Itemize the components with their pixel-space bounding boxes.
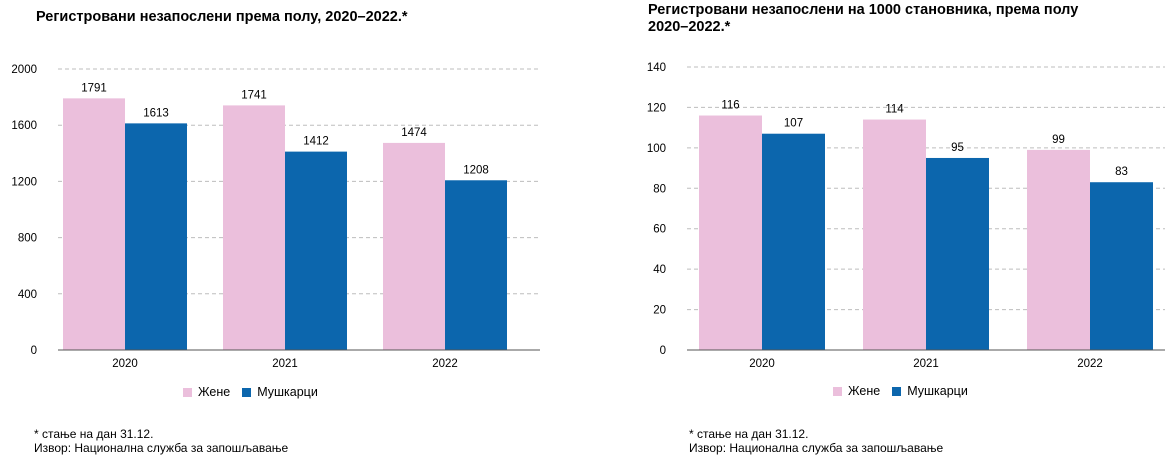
bar-men-2022	[445, 180, 507, 350]
bar-men-2022	[1090, 182, 1153, 350]
data-label-men-2020: 1613	[143, 107, 169, 119]
bar-women-2021	[863, 119, 926, 350]
bar-men-2020	[125, 123, 187, 350]
bar-men-2021	[285, 151, 347, 350]
bar-chart-unemployed-per-1000: 0 20 40 60 80 100 120 140 116 107 2020 114 95 2021 99 8…	[647, 62, 1165, 370]
chart-panel-left: Регистровани незапослени према полу, 202…	[0, 0, 560, 457]
y-tick-label: 60	[653, 224, 666, 236]
legend-swatch-men	[892, 386, 902, 396]
data-label-men-2021: 1412	[303, 136, 329, 148]
y-tick-label: 40	[653, 264, 666, 276]
x-tick-label: 2021	[272, 358, 298, 370]
legend-item-men: Мушкарци	[242, 385, 318, 399]
legend-swatch-men	[242, 387, 252, 397]
y-tick-label: 0	[31, 345, 37, 357]
data-label-men-2020: 107	[784, 118, 803, 130]
footnote-source: Извор: Национална служба за запошљавање	[34, 441, 289, 455]
legend-label-women: Жене	[848, 384, 881, 398]
data-label-women-2021: 114	[885, 104, 904, 116]
bar-women-2022	[383, 142, 445, 350]
chart-title: Регистровани незапослени на 1000 становн…	[648, 2, 1079, 35]
legend-item-men: Мушкарци	[892, 384, 968, 398]
y-tick-label: 400	[18, 289, 37, 301]
data-label-men-2022: 83	[1115, 166, 1128, 178]
y-tick-label: 80	[653, 183, 666, 195]
x-tick-label: 2020	[112, 358, 138, 370]
legend-label-women: Жене	[198, 385, 231, 399]
bar-men-2021	[926, 157, 989, 350]
bar-women-2020	[63, 98, 125, 350]
bar-women-2022	[1027, 149, 1090, 350]
x-tick-label: 2020	[749, 358, 775, 370]
x-tick-label: 2022	[1077, 358, 1103, 370]
y-tick-label: 800	[18, 233, 37, 245]
legend-label-men: Мушкарци	[907, 384, 968, 398]
footnote-note: * стање на дан 31.12.	[689, 427, 809, 441]
data-label-women-2020: 116	[721, 100, 739, 112]
data-label-women-2021: 1741	[241, 89, 267, 101]
data-label-women-2022: 99	[1052, 134, 1065, 146]
x-tick-label: 2021	[913, 358, 939, 370]
footnote: * стање на дан 31.12. Извор: Национална …	[34, 427, 288, 455]
y-tick-label: 1600	[11, 120, 37, 132]
bar-chart-unemployed-by-sex: 0 400 800 1200 1600 2000 1791 1613 2020 1741 1412 2…	[11, 64, 540, 370]
chart-title: Регистровани незапослени према полу, 202…	[36, 9, 408, 25]
y-tick-label: 20	[653, 305, 666, 317]
chart-legend: Жене Мушкарци	[183, 385, 318, 399]
footnote-note: * стање на дан 31.12.	[34, 427, 154, 441]
y-tick-label: 0	[660, 345, 666, 357]
legend-swatch-women	[833, 386, 842, 396]
chart-panel-right: Регистровани незапослени на 1000 становн…	[640, 0, 1169, 457]
y-tick-label: 140	[647, 62, 666, 74]
legend-swatch-women	[183, 387, 192, 397]
data-label-men-2021: 95	[951, 142, 964, 154]
y-tick-label: 1200	[11, 176, 37, 188]
y-tick-label: 100	[647, 143, 666, 155]
y-tick-label: 120	[647, 102, 666, 114]
bar-men-2020	[762, 133, 825, 350]
footnote: * стање на дан 31.12. Извор: Национална …	[689, 427, 943, 455]
data-label-men-2022: 1208	[463, 164, 489, 176]
footnote-source: Извор: Национална служба за запошљавање	[689, 441, 944, 455]
x-tick-label: 2022	[432, 358, 458, 370]
legend-label-men: Мушкарци	[257, 385, 318, 399]
data-label-women-2020: 1791	[81, 82, 107, 94]
y-tick-label: 2000	[11, 64, 37, 76]
bar-women-2021	[223, 105, 285, 351]
bar-women-2020	[699, 115, 762, 350]
legend-item-women: Жене	[833, 384, 880, 398]
legend-item-women: Жене	[183, 385, 230, 399]
chart-legend: Жене Мушкарци	[833, 384, 968, 398]
data-label-women-2022: 1474	[401, 127, 427, 139]
